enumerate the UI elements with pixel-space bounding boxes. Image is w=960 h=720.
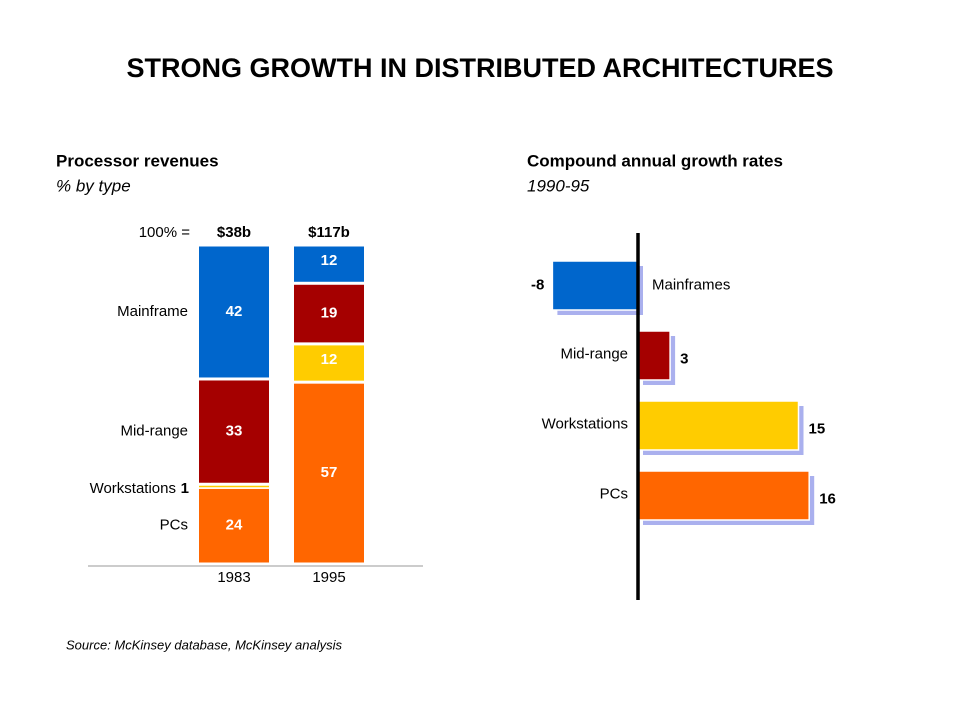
bar-segment (199, 485, 269, 488)
chart-subtitle: % by type (56, 176, 131, 195)
x-tick-label: 1995 (312, 569, 345, 586)
legend-label: Workstations (90, 480, 176, 497)
value-label: 3 (680, 350, 688, 367)
bar-segment (199, 488, 269, 563)
chart-subtitle: 1990-95 (527, 176, 590, 195)
legend-label: Mainframe (117, 303, 188, 320)
category-label: PCs (600, 485, 628, 502)
value-label: 24 (226, 517, 243, 534)
category-label: Mainframes (652, 276, 730, 293)
chart-title: Processor revenues (56, 151, 219, 170)
value-label: 12 (321, 252, 338, 269)
x-tick-label: 1983 (217, 569, 250, 586)
slide-title: STRONG GROWTH IN DISTRIBUTED ARCHITECTUR… (127, 53, 834, 83)
bar-segment (199, 246, 269, 378)
value-label: 16 (819, 490, 836, 507)
bar-segment (294, 246, 364, 282)
category-label: Workstations (542, 415, 628, 432)
bar (637, 330, 671, 381)
value-label: 33 (226, 423, 243, 440)
value-label: 57 (321, 464, 338, 481)
category-label: Mid-range (560, 345, 628, 362)
value-label: 19 (321, 305, 338, 322)
value-label: 1 (181, 480, 189, 497)
value-label: 42 (226, 303, 243, 320)
source: Source: McKinsey database, McKinsey anal… (66, 637, 343, 652)
bar-segment (199, 380, 269, 483)
bar-segment (294, 345, 364, 381)
total-value: $117b (308, 224, 350, 241)
value-label: 12 (321, 351, 338, 368)
total-label: 100% = (139, 224, 191, 241)
total-value: $38b (217, 224, 251, 241)
legend-label: PCs (160, 517, 188, 534)
bar (637, 470, 810, 521)
value-label: 15 (809, 420, 826, 437)
bar-segment (294, 383, 364, 563)
chart-title: Compound annual growth rates (527, 151, 783, 170)
bar-segment (294, 284, 364, 343)
bar (551, 260, 639, 311)
value-label: -8 (531, 276, 544, 293)
legend-label: Mid-range (120, 423, 188, 440)
bar (637, 400, 800, 451)
